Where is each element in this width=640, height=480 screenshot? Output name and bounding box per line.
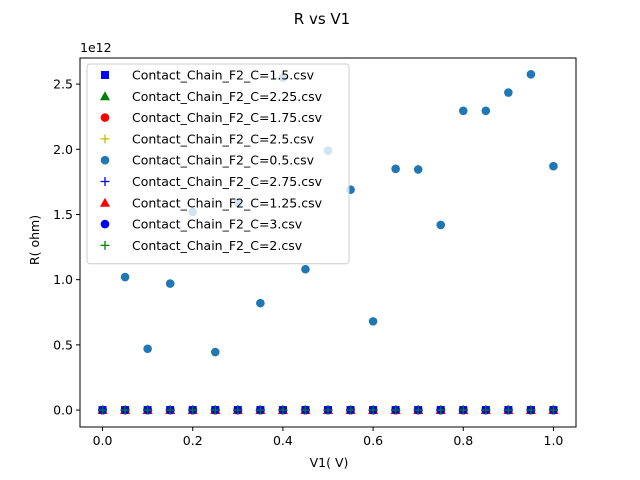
data-point	[143, 344, 152, 354]
data-point	[526, 69, 536, 79]
x-tick-label: 1.0	[544, 433, 564, 448]
legend-marker	[100, 197, 110, 207]
data-point	[458, 106, 468, 116]
legend-entry-label: Contact_Chain_F2_C=1.5.csv	[132, 68, 315, 83]
y-tick-label: 2.5	[53, 77, 73, 92]
data-point	[256, 298, 265, 308]
data-point	[301, 264, 310, 274]
y-tick-label: 2.0	[53, 142, 73, 157]
data-point	[165, 405, 175, 415]
legend-entry-label: Contact_Chain_F2_C=3.csv	[132, 217, 303, 232]
legend-marker	[100, 134, 110, 144]
x-axis-label: V1( V)	[310, 455, 349, 470]
axis-ticks: 0.0 0.2 0.4 0.6 0.8 1.0 0.0 0.5 1.0 1.5 2.0 2.5	[53, 77, 563, 448]
x-tick-label: 0.6	[363, 433, 383, 448]
data-point	[436, 220, 446, 230]
legend-entry-label: Contact_Chain_F2_C=2.csv	[132, 238, 303, 253]
data-point	[548, 405, 558, 415]
plot-area-frame	[79, 57, 577, 428]
data-point	[526, 405, 536, 415]
data-point	[346, 405, 356, 415]
legend-marker	[100, 91, 110, 101]
data-point	[233, 405, 243, 415]
y-tick-label: 1.5	[53, 207, 73, 222]
data-point	[300, 405, 310, 415]
legend-marker	[100, 155, 110, 165]
legend-marker	[100, 240, 110, 250]
y-tick-label: 0.5	[53, 337, 73, 352]
legend-marker	[100, 219, 110, 229]
legend-entry-label: Contact_Chain_F2_C=1.25.csv	[132, 195, 323, 210]
x-tick-label: 0.0	[93, 433, 113, 448]
data-point	[210, 347, 220, 357]
data-point	[165, 279, 175, 288]
legend-entry-label: Contact_Chain_F2_C=2.5.csv	[132, 131, 315, 146]
legend-entry-label: Contact_Chain_F2_C=2.25.csv	[132, 89, 323, 104]
y-axis-offset-label: 1e12	[80, 40, 112, 55]
data-point	[504, 88, 513, 97]
data-point	[413, 165, 423, 174]
y-tick-label: 0.0	[53, 403, 73, 418]
data-point	[368, 405, 378, 415]
legend-marker	[100, 113, 110, 122]
data-point	[458, 405, 468, 415]
data-point	[323, 405, 333, 415]
data-point	[278, 405, 288, 415]
legend-marker	[101, 71, 109, 79]
chart-title: R vs V1	[294, 10, 350, 28]
legend-entry-label: Contact_Chain_F2_C=0.5.csv	[132, 153, 315, 168]
data-point	[549, 161, 558, 171]
data-point	[143, 405, 153, 415]
data-point	[120, 405, 130, 415]
data-point	[391, 405, 401, 415]
data-point	[188, 405, 198, 415]
data-point	[210, 405, 220, 415]
legend: Contact_Chain_F2_C=1.5.csv Contact_Chain_…	[86, 63, 350, 265]
legend-box	[86, 63, 350, 265]
data-point	[98, 405, 108, 415]
data-point	[413, 405, 423, 415]
data-point	[481, 405, 491, 415]
data-point	[436, 405, 446, 415]
data-point	[391, 164, 400, 174]
data-point	[120, 272, 130, 282]
x-tick-label: 0.2	[183, 433, 203, 448]
legend-marker	[100, 177, 110, 186]
y-axis-label: R( ohm)	[27, 215, 42, 265]
x-tick-label: 0.4	[273, 433, 293, 448]
data-point	[503, 405, 513, 415]
legend-entry-label: Contact_Chain_F2_C=2.75.csv	[132, 174, 323, 189]
data-point	[368, 317, 378, 326]
x-tick-label: 0.8	[453, 433, 473, 448]
y-tick-label: 1.0	[53, 272, 73, 287]
legend-entry-label: Contact_Chain_F2_C=1.75.csv	[132, 110, 323, 125]
data-point	[255, 405, 265, 415]
data-point	[481, 106, 491, 116]
